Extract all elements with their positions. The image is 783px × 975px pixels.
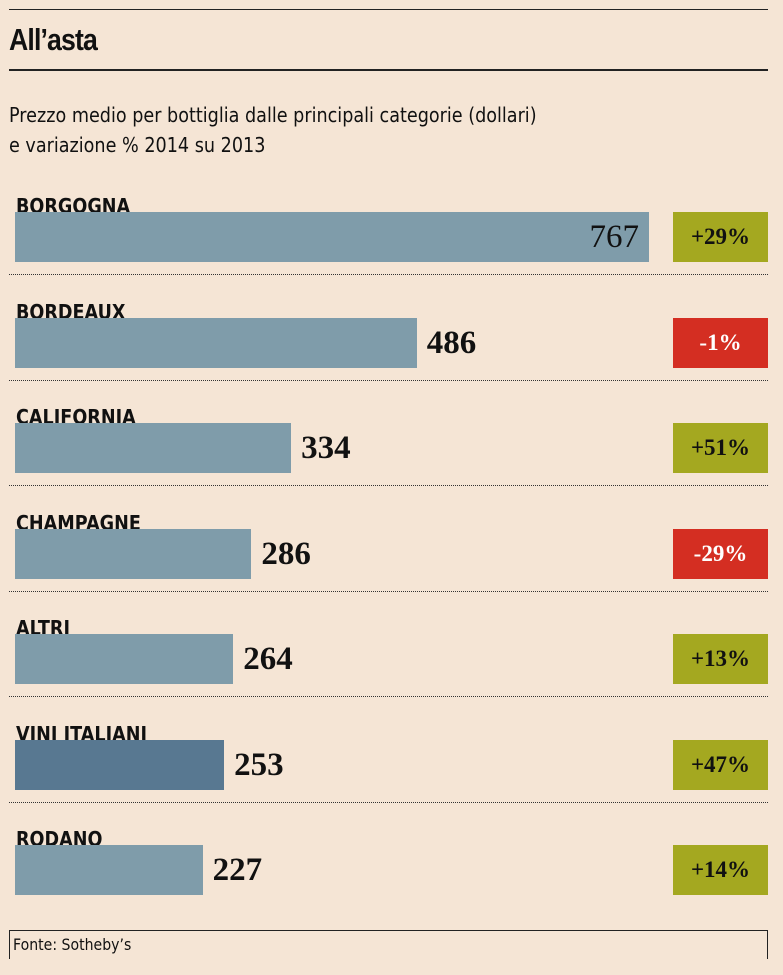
bar xyxy=(15,212,649,262)
change-badge: +29% xyxy=(673,212,768,262)
subtitle-line-2: e variazione % 2014 su 2013 xyxy=(9,133,266,157)
bar-row: BORGOGNA 767 +29% xyxy=(0,194,783,300)
bar-row: RODANO 227 +14% xyxy=(0,827,783,933)
source-box: Fonte: Sotheby’s xyxy=(9,930,768,959)
bar-row: CALIFORNIA 334 +51% xyxy=(0,405,783,511)
row-separator xyxy=(9,590,768,592)
bar xyxy=(15,634,234,684)
change-badge: -1% xyxy=(673,317,768,368)
row-separator xyxy=(9,485,768,486)
chart-subtitle: Prezzo medio per bottiglia dalle princip… xyxy=(9,100,537,160)
bar xyxy=(15,739,225,790)
row-separator xyxy=(9,274,768,275)
bar-row: VINI ITALIANI 253 +47% xyxy=(0,722,783,828)
row-separator xyxy=(9,696,768,697)
row-separator xyxy=(9,801,768,803)
subtitle-line-1: Prezzo medio per bottiglia dalle princip… xyxy=(9,103,537,127)
top-rule xyxy=(9,9,768,10)
change-badge: +51% xyxy=(673,423,768,473)
bar xyxy=(15,317,417,368)
bar-row: CHAMPAGNE 286 -29% xyxy=(0,511,783,617)
value-label: 264 xyxy=(243,641,293,677)
title-rule xyxy=(9,69,768,71)
bar xyxy=(15,528,252,579)
value-label: 486 xyxy=(426,324,477,361)
change-badge: -29% xyxy=(673,528,768,579)
bar-row: ALTRI 264 +13% xyxy=(0,616,783,722)
bar xyxy=(15,423,292,473)
change-badge: +13% xyxy=(673,634,768,684)
value-label: 227 xyxy=(212,852,263,888)
value-label: 767 xyxy=(589,219,640,255)
change-badge: +14% xyxy=(673,845,768,895)
bar xyxy=(15,845,203,895)
chart-title: All’asta xyxy=(9,22,98,57)
value-label: 286 xyxy=(261,535,311,572)
value-label: 334 xyxy=(301,430,351,466)
source-note: Fonte: Sotheby’s xyxy=(13,935,132,954)
bar-row: BORDEAUX 486 -1% xyxy=(0,300,783,406)
row-separator xyxy=(9,379,768,381)
change-badge: +47% xyxy=(673,739,768,790)
value-label: 253 xyxy=(234,746,284,783)
